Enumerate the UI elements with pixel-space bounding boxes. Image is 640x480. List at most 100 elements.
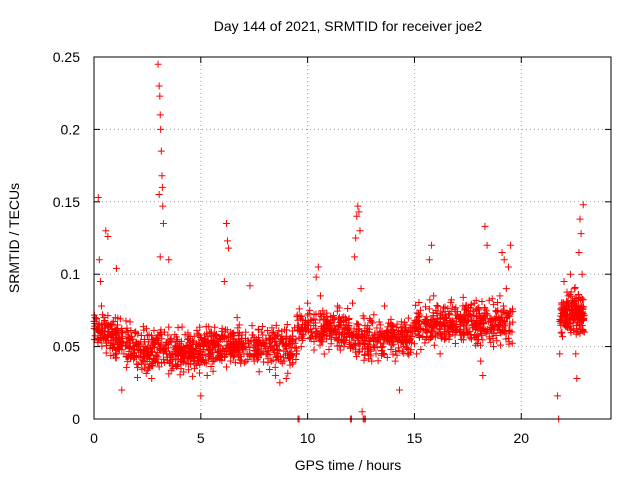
scatter-cloud-mark — [370, 341, 378, 349]
scatter-cloud-mark — [433, 310, 441, 318]
scatter-cloud-mark — [154, 336, 162, 344]
y-tick-label: 0.05 — [53, 339, 80, 355]
scatter-cloud-mark — [180, 353, 188, 361]
scatter-cloud-mark — [465, 304, 473, 312]
scatter-cloud-mark — [258, 338, 266, 346]
data-point — [133, 360, 141, 368]
scatter-cloud-mark — [446, 332, 454, 340]
scatter-cloud-mark — [165, 370, 173, 378]
data-point — [554, 392, 562, 400]
data-point — [481, 222, 489, 230]
data-point — [169, 364, 177, 372]
scatter-cloud-mark — [294, 322, 302, 330]
data-point — [148, 374, 156, 382]
scatter-cloud-mark — [130, 355, 138, 363]
data-point — [329, 314, 337, 322]
scatter-cloud-mark — [328, 327, 336, 335]
scatter-cloud-mark — [269, 356, 277, 364]
data-point — [577, 230, 585, 238]
data-point — [116, 345, 124, 353]
scatter-cloud-mark — [131, 352, 139, 360]
data-point — [93, 335, 101, 343]
y-axis-label: SRMTID / TECUs — [6, 183, 22, 293]
data-point — [383, 328, 391, 336]
scatter-cloud-mark — [126, 318, 134, 326]
scatter-cloud-mark — [210, 336, 218, 344]
scatter-cloud-mark — [367, 316, 375, 324]
scatter-cloud-mark — [268, 329, 276, 337]
data-point — [224, 237, 232, 245]
data-point — [363, 343, 371, 351]
scatter-cloud-mark — [271, 341, 279, 349]
scatter-cloud-mark — [361, 327, 369, 335]
scatter-cloud-mark — [254, 345, 262, 353]
data-point — [210, 354, 218, 362]
data-point — [575, 248, 583, 256]
data-point — [131, 345, 139, 353]
data-point — [186, 354, 194, 362]
scatter-cloud-mark — [284, 369, 292, 377]
scatter-cloud-mark — [319, 315, 327, 323]
scatter-cloud-mark — [494, 299, 502, 307]
scatter-cloud-mark — [163, 356, 171, 364]
scatter-cloud-mark — [488, 295, 496, 303]
data-point — [479, 372, 487, 380]
y-tick-label: 0.15 — [53, 194, 80, 210]
data-point — [156, 92, 164, 100]
data-point — [387, 345, 395, 353]
data-point — [184, 331, 192, 339]
scatter-cloud-mark — [481, 305, 489, 313]
scatter-cloud-mark — [209, 367, 217, 375]
data-point — [417, 345, 425, 353]
scatter-cloud-mark — [285, 355, 293, 363]
scatter-cloud-mark — [396, 330, 404, 338]
scatter-cloud-mark — [176, 371, 184, 379]
scatter-cloud-mark — [360, 356, 368, 364]
scatter-cloud-mark — [557, 329, 565, 337]
scatter-cloud-mark — [319, 338, 327, 346]
scatter-cloud-mark — [493, 308, 501, 316]
data-point — [150, 356, 158, 364]
data-point — [485, 296, 493, 304]
data-point — [188, 345, 196, 353]
scatter-cloud-mark — [505, 327, 513, 335]
scatter-cloud-mark — [103, 332, 111, 340]
data-point — [340, 343, 348, 351]
scatter-cloud-mark — [260, 358, 268, 366]
data-point — [464, 328, 472, 336]
scatter-cloud-mark — [203, 330, 211, 338]
scatter-cloud-mark — [271, 363, 279, 371]
scatter-cloud-mark — [154, 349, 162, 357]
scatter-cloud-mark — [556, 315, 564, 323]
scatter-cloud-mark — [373, 324, 381, 332]
scatter-cloud-mark — [339, 336, 347, 344]
scatter-cloud-mark — [563, 288, 571, 296]
scatter-cloud-mark — [487, 338, 495, 346]
data-point — [571, 285, 579, 293]
scatter-cloud-mark — [387, 320, 395, 328]
scatter-cloud-mark — [187, 349, 195, 357]
scatter-cloud-mark — [96, 328, 104, 336]
scatter-cloud-mark — [271, 348, 279, 356]
scatter-cloud-mark — [451, 340, 459, 348]
scatter-cloud-mark — [363, 349, 371, 357]
scatter-cloud-mark — [393, 351, 401, 359]
scatter-cloud-mark — [333, 342, 341, 350]
scatter-cloud-mark — [337, 317, 345, 325]
scatter-cloud-mark — [472, 306, 480, 314]
scatter-cloud-mark — [262, 337, 270, 345]
data-point — [385, 335, 393, 343]
scatter-cloud-mark — [452, 304, 460, 312]
scatter-cloud-mark — [579, 326, 587, 334]
data-point — [126, 354, 134, 362]
data-point — [451, 331, 459, 339]
scatter-cloud-mark — [313, 327, 321, 335]
scatter-cloud-mark — [167, 351, 175, 359]
scatter-cloud-mark — [281, 343, 289, 351]
data-point — [425, 256, 433, 264]
data-point — [316, 292, 324, 300]
data-point — [308, 317, 316, 325]
data-point — [255, 325, 262, 333]
y-tick-label: 0.1 — [61, 266, 81, 282]
scatter-cloud-mark — [125, 344, 133, 352]
